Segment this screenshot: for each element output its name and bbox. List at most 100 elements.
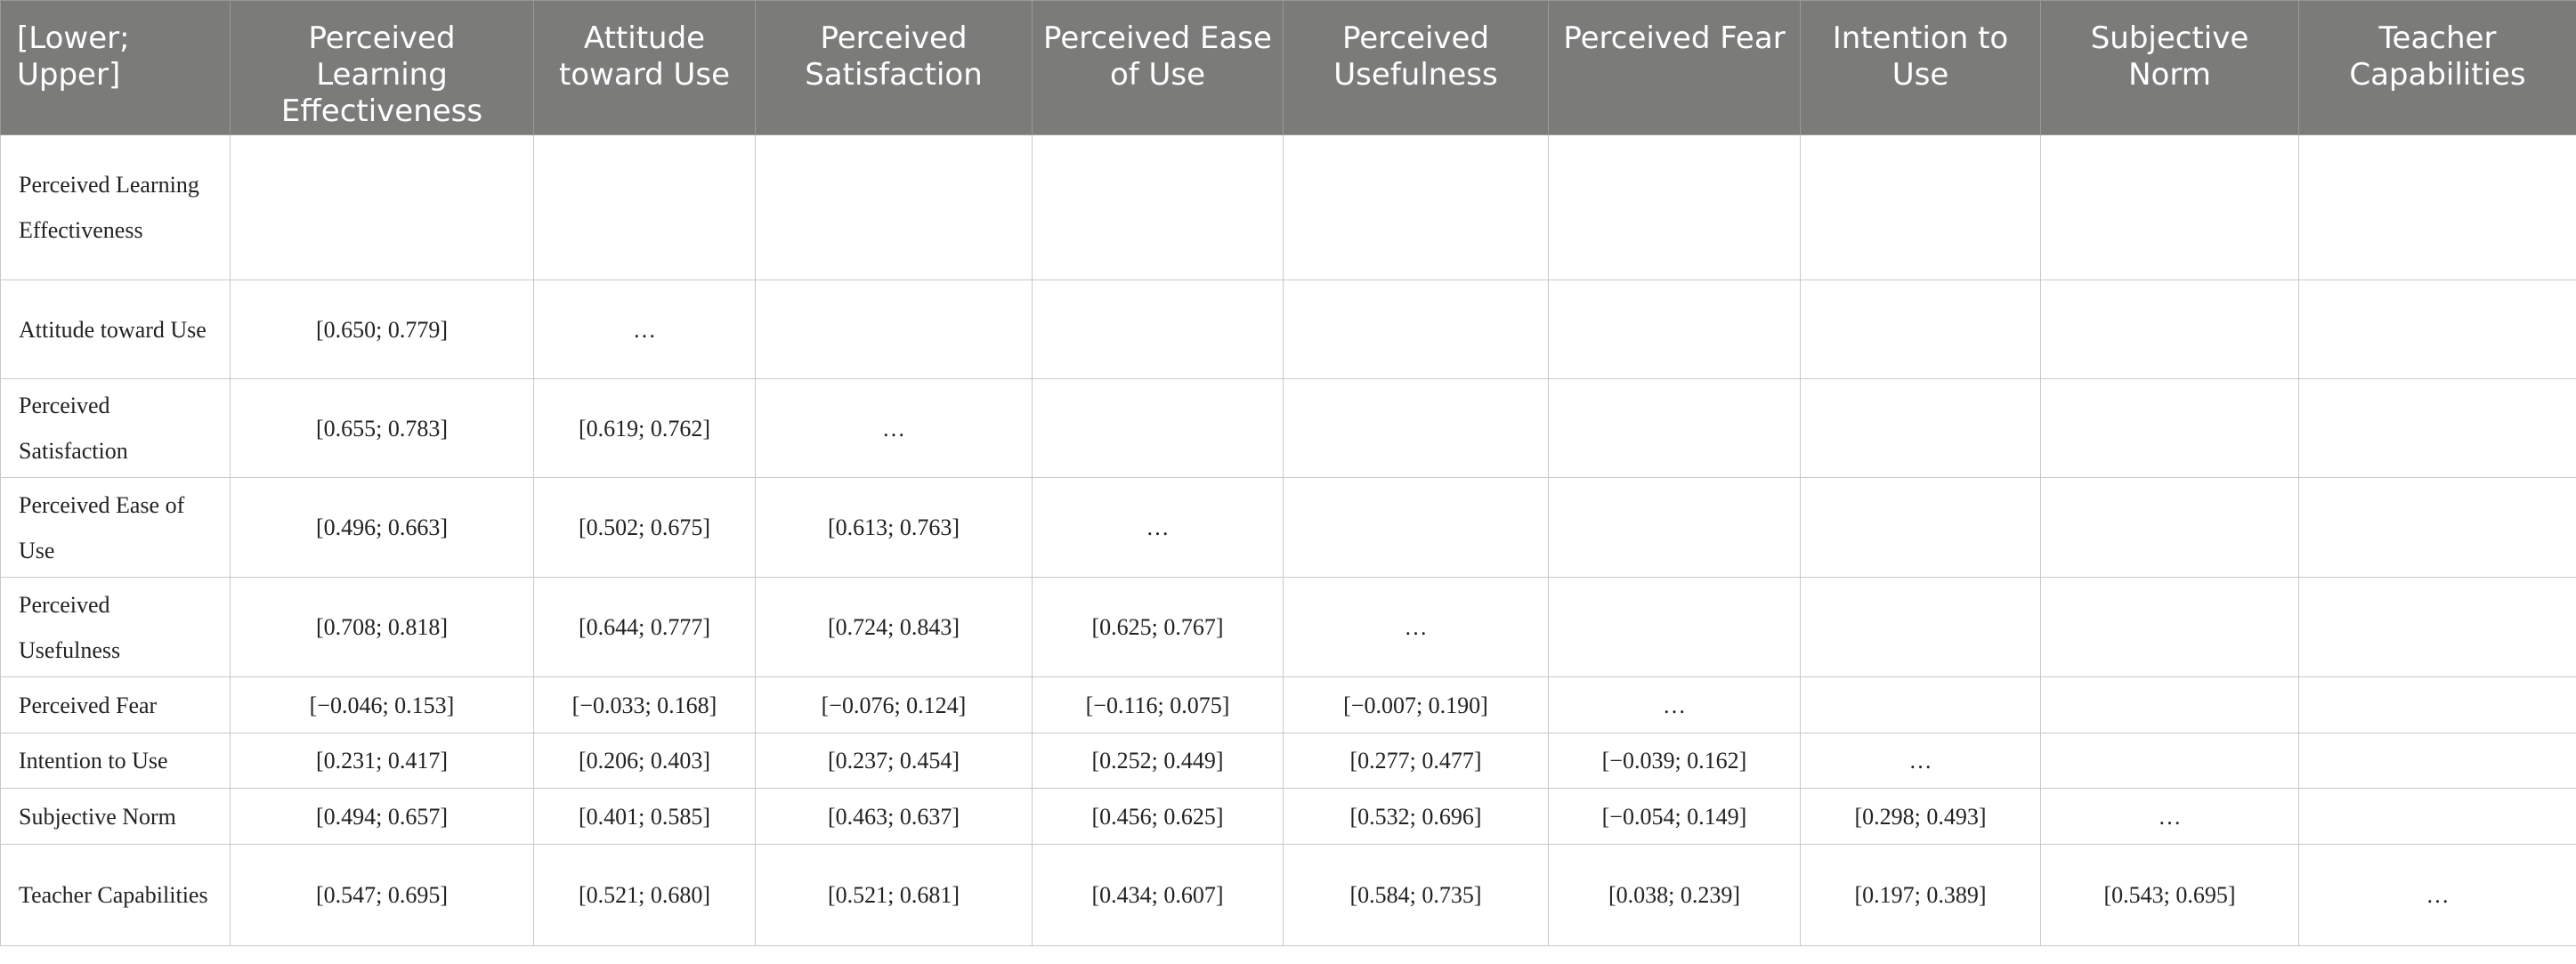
col-header-perceived-usefulness: Perceived Usefulness [1283,0,1549,135]
table-cell [2298,676,2576,733]
table-cell: [0.456; 0.625] [1032,788,1284,845]
table-cell [1032,134,1284,280]
table-cell [1548,134,1801,280]
row-label: Teacher Capabilities [0,844,231,946]
table-cell: [0.206; 0.403] [533,733,756,789]
col-header-perceived-ease-of-use: Perceived Ease of Use [1032,0,1284,135]
table-cell [1548,378,1801,478]
table-row: Perceived Fear [−0.046; 0.153] [−0.033; … [0,676,2576,733]
col-header-perceived-learning-effectiveness: Perceived Learning Effectiveness [230,0,534,135]
table-cell: [0.231; 0.417] [230,733,534,789]
table-cell: [0.625; 0.767] [1032,577,1284,677]
table-cell [2040,378,2299,478]
table-cell: [0.547; 0.695] [230,844,534,946]
table-cell [2040,577,2299,677]
table-cell: [0.252; 0.449] [1032,733,1284,789]
table-cell: [0.708; 0.818] [230,577,534,677]
table-cell [1548,477,1801,578]
table-cell: [0.463; 0.637] [755,788,1033,845]
table-cell [755,279,1033,379]
col-header-intention-to-use: Intention to Use [1800,0,2041,135]
table-cell [2040,733,2299,789]
col-header-teacher-capabilities: Teacher Capabilities [2298,0,2576,135]
table-cell [2298,788,2576,845]
table-cell [1283,378,1549,478]
table-cell: [0.494; 0.657] [230,788,534,845]
table-cell: [0.496; 0.663] [230,477,534,578]
table-row: Teacher Capabilities [0.547; 0.695] [0.5… [0,844,2576,946]
table-cell: [−0.046; 0.153] [230,676,534,733]
col-header-perceived-satisfaction: Perceived Satisfaction [755,0,1033,135]
col-header-attitude-toward-use: Attitude toward Use [533,0,756,135]
table-cell [533,134,756,280]
table-cell: [0.584; 0.735] [1283,844,1549,946]
table-cell [1800,279,2041,379]
table-cell: [0.655; 0.783] [230,378,534,478]
table-cell: [0.434; 0.607] [1032,844,1284,946]
table-cell: [−0.007; 0.190] [1283,676,1549,733]
row-label: Intention to Use [0,733,231,789]
table-cell: [0.532; 0.696] [1283,788,1549,845]
table-cell: [0.521; 0.680] [533,844,756,946]
table-cell: [0.277; 0.477] [1283,733,1549,789]
row-label: Attitude toward Use [0,279,231,379]
table-cell: … [1548,676,1801,733]
table-cell: [−0.076; 0.124] [755,676,1033,733]
corner-header: [Lower; Upper] [0,0,231,135]
row-label: Perceived Fear [0,676,231,733]
table-cell [755,134,1033,280]
table-cell [1283,134,1549,280]
table-cell [2298,577,2576,677]
row-label: Subjective Norm [0,788,231,845]
col-header-perceived-fear: Perceived Fear [1548,0,1801,135]
table-cell: [0.650; 0.779] [230,279,534,379]
table-cell: [−0.039; 0.162] [1548,733,1801,789]
table-cell [2298,733,2576,789]
table-cell: [−0.116; 0.075] [1032,676,1284,733]
table-cell [1548,577,1801,677]
table-cell [1800,577,2041,677]
table-cell: [0.613; 0.763] [755,477,1033,578]
table-cell: … [533,279,756,379]
table-cell [1800,477,2041,578]
table-row: Perceived Ease of Use [0.496; 0.663] [0.… [0,477,2576,578]
table-cell [1032,378,1284,478]
table-cell: [0.644; 0.777] [533,577,756,677]
table-cell: [0.237; 0.454] [755,733,1033,789]
table-cell: [−0.054; 0.149] [1548,788,1801,845]
table-cell [1800,676,2041,733]
table-cell: … [1032,477,1284,578]
table-cell: [−0.033; 0.168] [533,676,756,733]
table-cell [2298,477,2576,578]
table-cell: [0.298; 0.493] [1800,788,2041,845]
table-cell: [0.038; 0.239] [1548,844,1801,946]
row-label: Perceived Learning Effectiveness [0,134,231,280]
table-cell: … [2298,844,2576,946]
table-cell [2040,477,2299,578]
table-row: Intention to Use [0.231; 0.417] [0.206; … [0,733,2576,789]
table-cell [2298,134,2576,280]
table-cell: … [1283,577,1549,677]
table-cell [2298,279,2576,379]
row-label: Perceived Satisfaction [0,378,231,478]
table-cell: [0.401; 0.585] [533,788,756,845]
table-row: Attitude toward Use [0.650; 0.779] … [0,279,2576,379]
table-cell: [0.521; 0.681] [755,844,1033,946]
table-cell [2298,378,2576,478]
row-label: Perceived Ease of Use [0,477,231,578]
table-cell [1283,279,1549,379]
header-row: [Lower; Upper] Perceived Learning Effect… [0,0,2576,135]
table-cell: … [2040,788,2299,845]
table-cell: … [1800,733,2041,789]
table-row: Perceived Usefulness [0.708; 0.818] [0.6… [0,577,2576,677]
table-cell [2040,134,2299,280]
table-cell: [0.619; 0.762] [533,378,756,478]
table-row: Perceived Satisfaction [0.655; 0.783] [0… [0,378,2576,478]
table-cell [1800,134,2041,280]
table-cell: [0.724; 0.843] [755,577,1033,677]
table-row: Subjective Norm [0.494; 0.657] [0.401; 0… [0,788,2576,845]
col-header-subjective-norm: Subjective Norm [2040,0,2299,135]
table-cell: [0.502; 0.675] [533,477,756,578]
table-cell [1548,279,1801,379]
